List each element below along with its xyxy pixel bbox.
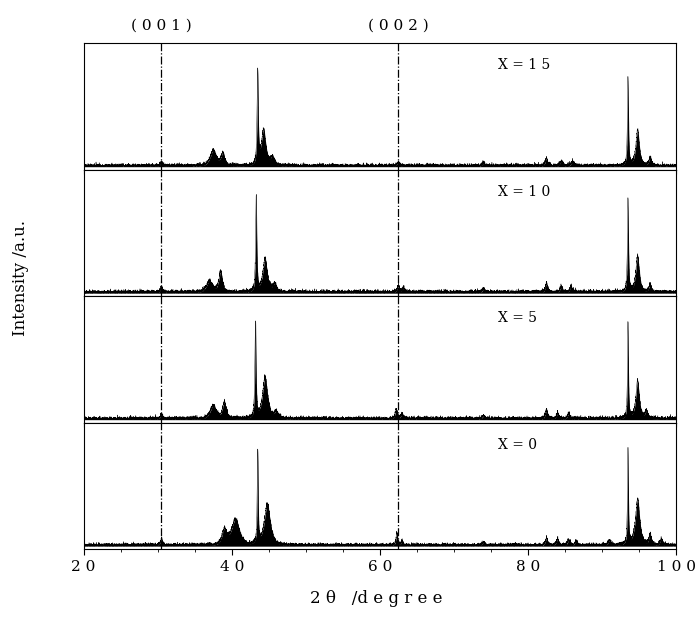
Text: X = 1 5: X = 1 5 — [498, 59, 551, 72]
Text: 2 θ   /d e g r e e: 2 θ /d e g r e e — [310, 590, 443, 607]
Text: ( 0 0 2 ): ( 0 0 2 ) — [368, 19, 429, 33]
Text: X = 5: X = 5 — [498, 312, 537, 325]
Text: X = 1 0: X = 1 0 — [498, 185, 551, 199]
Text: X = 0: X = 0 — [498, 438, 537, 452]
Text: ( 0 0 1 ): ( 0 0 1 ) — [131, 19, 192, 33]
Text: Intensity /a.u.: Intensity /a.u. — [13, 220, 29, 336]
